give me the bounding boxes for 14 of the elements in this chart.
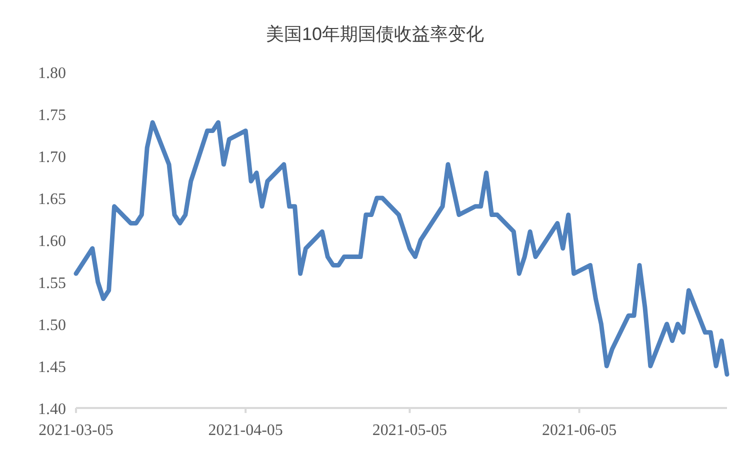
y-tick-label: 1.70 xyxy=(38,149,66,166)
y-tick-label: 1.55 xyxy=(38,275,66,292)
x-tick-label: 2021-04-05 xyxy=(208,422,283,439)
y-tick-label: 1.40 xyxy=(38,401,66,418)
x-tick-label: 2021-03-05 xyxy=(38,422,114,439)
y-tick-label: 1.50 xyxy=(38,317,66,334)
y-tick-label: 1.80 xyxy=(38,65,66,82)
x-tick-label: 2021-05-05 xyxy=(372,422,448,439)
x-tick-label: 2021-06-05 xyxy=(542,422,617,439)
y-tick-label: 1.65 xyxy=(38,191,66,208)
y-tick-label: 1.60 xyxy=(38,233,66,250)
chart-title: 美国10年期国债收益率变化 xyxy=(266,24,484,44)
y-tick-label: 1.45 xyxy=(38,359,66,376)
y-tick-label: 1.75 xyxy=(38,107,66,124)
